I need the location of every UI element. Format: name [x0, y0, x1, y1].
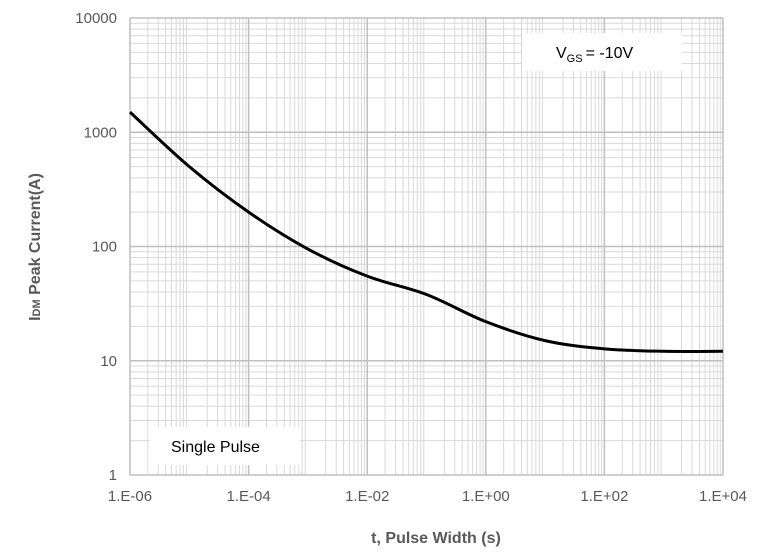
y-axis-title-prefix: I [27, 316, 44, 320]
y-tick-label: 100 [92, 239, 117, 256]
plot-frame [129, 17, 724, 476]
y-tick-label: 10 [100, 353, 117, 370]
x-axis-title: t, Pulse Width (s) [371, 530, 501, 547]
x-tick-label: 1.E+04 [699, 488, 747, 505]
x-tick-label: 1.E-02 [345, 488, 389, 505]
x-tick-label: 1.E-04 [226, 488, 270, 505]
series-line [128, 111, 724, 353]
x-tick-label: 1.E-06 [108, 488, 152, 505]
vgs-subscript: GS [567, 53, 583, 65]
vgs-prefix: V [556, 45, 567, 62]
single-pulse-box [150, 427, 300, 465]
vgs-suffix: = -10V [586, 45, 634, 62]
x-tick-label: 1.E+00 [462, 488, 510, 505]
vgs-annotation: VGS = -10V [522, 33, 682, 71]
single-pulse-label: Single Pulse [171, 439, 260, 456]
y-tick-label: 10000 [75, 10, 117, 27]
vgs-annotation-label: VGS = -10V [556, 45, 633, 65]
y-tick-label: 1 [109, 467, 117, 484]
x-tick-label: 1.E+02 [580, 488, 628, 505]
x-tick-labels: 1.E-06 1.E-04 1.E-02 1.E+00 1.E+02 1.E+04 [108, 488, 747, 505]
y-tick-label: 1000 [84, 124, 117, 141]
vgs-annotation-box [522, 33, 682, 71]
y-axis-title-subscript: DM [31, 299, 43, 316]
y-axis-title-rest: Peak Current(A) [27, 173, 44, 299]
y-tick-labels: 1 10 100 1000 10000 [75, 10, 117, 484]
series-layer [128, 111, 724, 353]
y-axis-title: IDM Peak Current(A) [27, 173, 44, 321]
single-pulse-annotation: Single Pulse [150, 427, 300, 465]
